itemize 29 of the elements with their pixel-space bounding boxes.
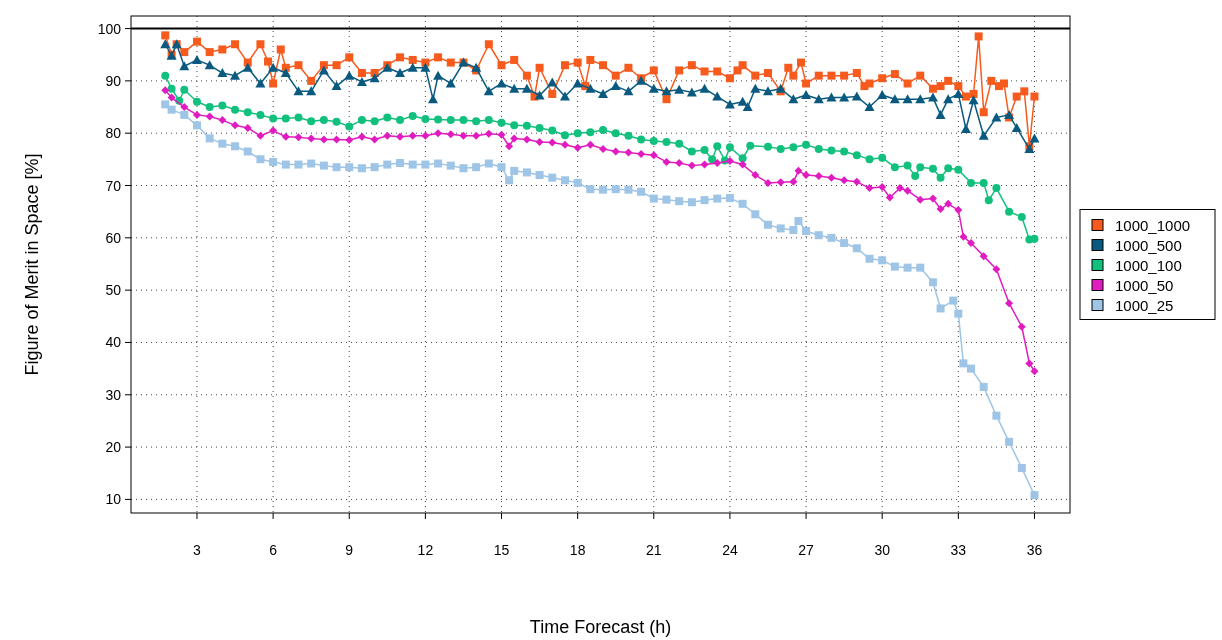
x-tick-label: 27 — [798, 542, 815, 558]
legend-label: 1000_500 — [1115, 236, 1182, 254]
y-tick-label: 90 — [105, 72, 122, 89]
y-tick-label: 100 — [97, 20, 122, 37]
x-tick-label: 36 — [1026, 542, 1043, 558]
y-tick-label: 80 — [105, 125, 122, 142]
x-tick-label: 30 — [874, 542, 891, 558]
y-tick-label: 10 — [105, 491, 122, 508]
y-tick-label: 70 — [105, 177, 122, 194]
y-axis-title: Figure of Merit in Space [%] — [22, 153, 42, 376]
y-tick-label: 40 — [105, 334, 122, 351]
legend-label: 1000_100 — [1115, 256, 1182, 274]
x-tick-label: 24 — [722, 542, 738, 558]
x-tick-label: 18 — [569, 542, 586, 558]
y-tick-label: 50 — [105, 282, 122, 299]
legend-label: 1000_1000 — [1115, 216, 1191, 234]
x-tick-label: 3 — [193, 542, 202, 558]
x-tick-label: 9 — [345, 542, 354, 558]
x-tick-label: 15 — [493, 542, 510, 558]
x-axis-title: Time Forecast (h) — [529, 617, 672, 637]
x-tick-label: 21 — [646, 542, 662, 558]
y-tick-label: 60 — [105, 229, 122, 246]
x-tick-label: 12 — [417, 542, 434, 558]
x-tick-label: 33 — [950, 542, 967, 558]
x-tick-label: 6 — [269, 542, 278, 558]
legend-label: 1000_50 — [1115, 276, 1174, 294]
y-tick-label: 20 — [105, 439, 122, 456]
legend-label: 1000_25 — [1115, 296, 1174, 314]
y-tick-label: 30 — [105, 386, 122, 403]
